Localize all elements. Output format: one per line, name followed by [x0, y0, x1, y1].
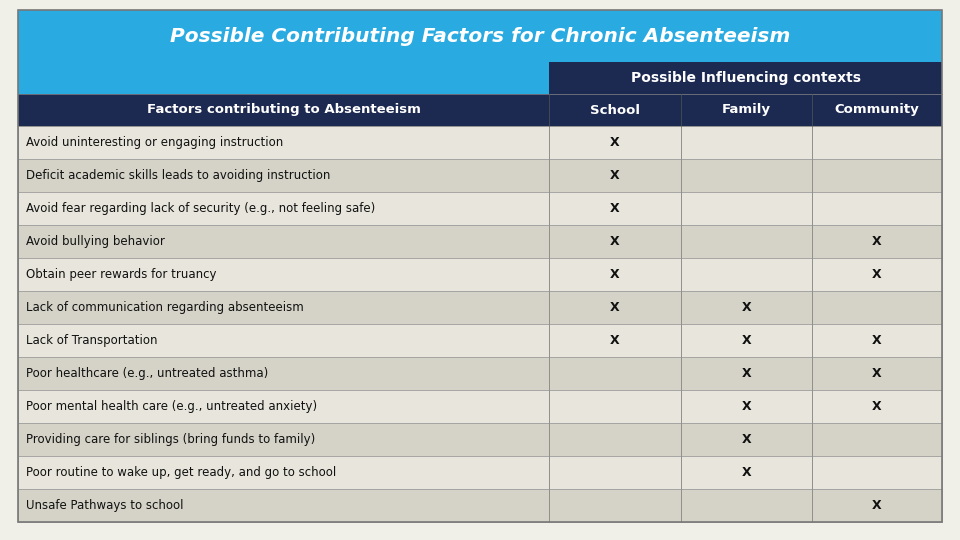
Text: X: X — [611, 136, 620, 149]
Text: Lack of Transportation: Lack of Transportation — [26, 334, 157, 347]
Text: X: X — [872, 235, 881, 248]
Bar — [681, 192, 812, 225]
Text: Deficit academic skills leads to avoiding instruction: Deficit academic skills leads to avoidin… — [26, 169, 330, 182]
Bar — [18, 126, 549, 159]
Bar — [812, 357, 942, 390]
Bar — [18, 357, 549, 390]
Bar — [18, 390, 549, 423]
Bar — [681, 357, 812, 390]
Bar — [549, 324, 681, 357]
Text: X: X — [611, 235, 620, 248]
Text: Possible Influencing contexts: Possible Influencing contexts — [631, 71, 861, 85]
Bar — [681, 456, 812, 489]
Bar — [812, 324, 942, 357]
Text: X: X — [872, 367, 881, 380]
Text: X: X — [741, 367, 751, 380]
Text: X: X — [611, 301, 620, 314]
Bar — [549, 258, 681, 291]
Text: X: X — [611, 169, 620, 182]
Bar — [18, 192, 549, 225]
Bar — [18, 94, 549, 126]
Bar — [681, 423, 812, 456]
Bar — [681, 159, 812, 192]
Text: Community: Community — [834, 104, 920, 117]
Text: X: X — [741, 400, 751, 413]
Bar — [18, 62, 549, 94]
Bar — [681, 324, 812, 357]
Text: X: X — [611, 268, 620, 281]
Bar — [812, 291, 942, 324]
Bar — [18, 324, 549, 357]
Bar — [549, 94, 681, 126]
Bar — [549, 126, 681, 159]
Text: Avoid fear regarding lack of security (e.g., not feeling safe): Avoid fear regarding lack of security (e… — [26, 202, 375, 215]
Bar — [681, 94, 812, 126]
Bar — [681, 489, 812, 522]
Text: Avoid uninteresting or engaging instruction: Avoid uninteresting or engaging instruct… — [26, 136, 283, 149]
Text: X: X — [611, 334, 620, 347]
Bar — [549, 192, 681, 225]
Bar — [549, 291, 681, 324]
Bar — [812, 258, 942, 291]
Text: Obtain peer rewards for truancy: Obtain peer rewards for truancy — [26, 268, 217, 281]
Text: Lack of communication regarding absenteeism: Lack of communication regarding absentee… — [26, 301, 303, 314]
Bar — [549, 423, 681, 456]
Bar — [18, 291, 549, 324]
Bar — [18, 423, 549, 456]
Text: X: X — [872, 334, 881, 347]
Bar — [681, 126, 812, 159]
Bar — [549, 456, 681, 489]
Bar — [18, 10, 942, 62]
Text: X: X — [872, 268, 881, 281]
Text: X: X — [741, 301, 751, 314]
Text: X: X — [611, 202, 620, 215]
Bar — [681, 291, 812, 324]
Text: Providing care for siblings (bring funds to family): Providing care for siblings (bring funds… — [26, 433, 315, 446]
Text: Avoid bullying behavior: Avoid bullying behavior — [26, 235, 165, 248]
Bar — [812, 225, 942, 258]
Text: X: X — [741, 466, 751, 479]
Bar — [812, 159, 942, 192]
Text: Poor healthcare (e.g., untreated asthma): Poor healthcare (e.g., untreated asthma) — [26, 367, 268, 380]
Bar — [18, 489, 549, 522]
Text: Poor routine to wake up, get ready, and go to school: Poor routine to wake up, get ready, and … — [26, 466, 336, 479]
Text: Family: Family — [722, 104, 771, 117]
Bar — [549, 390, 681, 423]
Text: X: X — [741, 433, 751, 446]
Text: X: X — [872, 400, 881, 413]
Bar — [549, 159, 681, 192]
Bar — [549, 225, 681, 258]
Text: Possible Contributing Factors for Chronic Absenteeism: Possible Contributing Factors for Chroni… — [170, 26, 790, 45]
Bar — [812, 423, 942, 456]
Bar — [549, 489, 681, 522]
Bar — [812, 489, 942, 522]
Bar — [812, 126, 942, 159]
Bar — [18, 456, 549, 489]
Text: Factors contributing to Absenteeism: Factors contributing to Absenteeism — [147, 104, 420, 117]
Text: X: X — [872, 499, 881, 512]
Bar — [681, 390, 812, 423]
Bar — [812, 390, 942, 423]
Text: School: School — [589, 104, 640, 117]
Bar — [549, 357, 681, 390]
Bar — [549, 62, 942, 94]
Bar — [812, 456, 942, 489]
Text: X: X — [741, 334, 751, 347]
Bar — [812, 94, 942, 126]
Text: Poor mental health care (e.g., untreated anxiety): Poor mental health care (e.g., untreated… — [26, 400, 317, 413]
Bar — [18, 159, 549, 192]
Bar — [812, 192, 942, 225]
Bar — [681, 258, 812, 291]
Text: Unsafe Pathways to school: Unsafe Pathways to school — [26, 499, 183, 512]
Bar — [681, 225, 812, 258]
Bar — [18, 225, 549, 258]
Bar — [18, 258, 549, 291]
